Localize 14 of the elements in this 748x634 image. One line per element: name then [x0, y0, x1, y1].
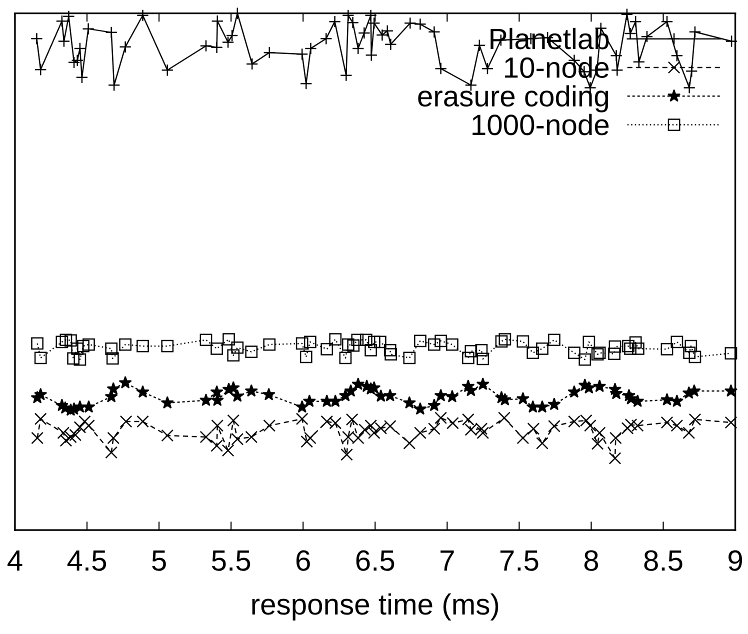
x-tick-label: 5.5 [212, 550, 250, 571]
legend-label: 1000-node [472, 114, 609, 136]
legend-label: erasure coding [418, 85, 608, 112]
x-tick-label: 6 [296, 550, 310, 571]
x-tick-label: 4 [8, 550, 22, 571]
x-tick-label: 8 [584, 550, 598, 571]
x-tick-label: 7 [440, 550, 454, 571]
x-tick-label: 7.5 [500, 550, 538, 571]
x-tick-label: 8.5 [644, 550, 682, 571]
x-tick-label: 5 [152, 550, 166, 571]
x-tick-label: 6.5 [356, 550, 394, 571]
x-tick-label: 9 [728, 550, 742, 571]
x-tick-label: 4.5 [67, 550, 106, 571]
x-axis-title: response time (ms) [252, 593, 498, 621]
